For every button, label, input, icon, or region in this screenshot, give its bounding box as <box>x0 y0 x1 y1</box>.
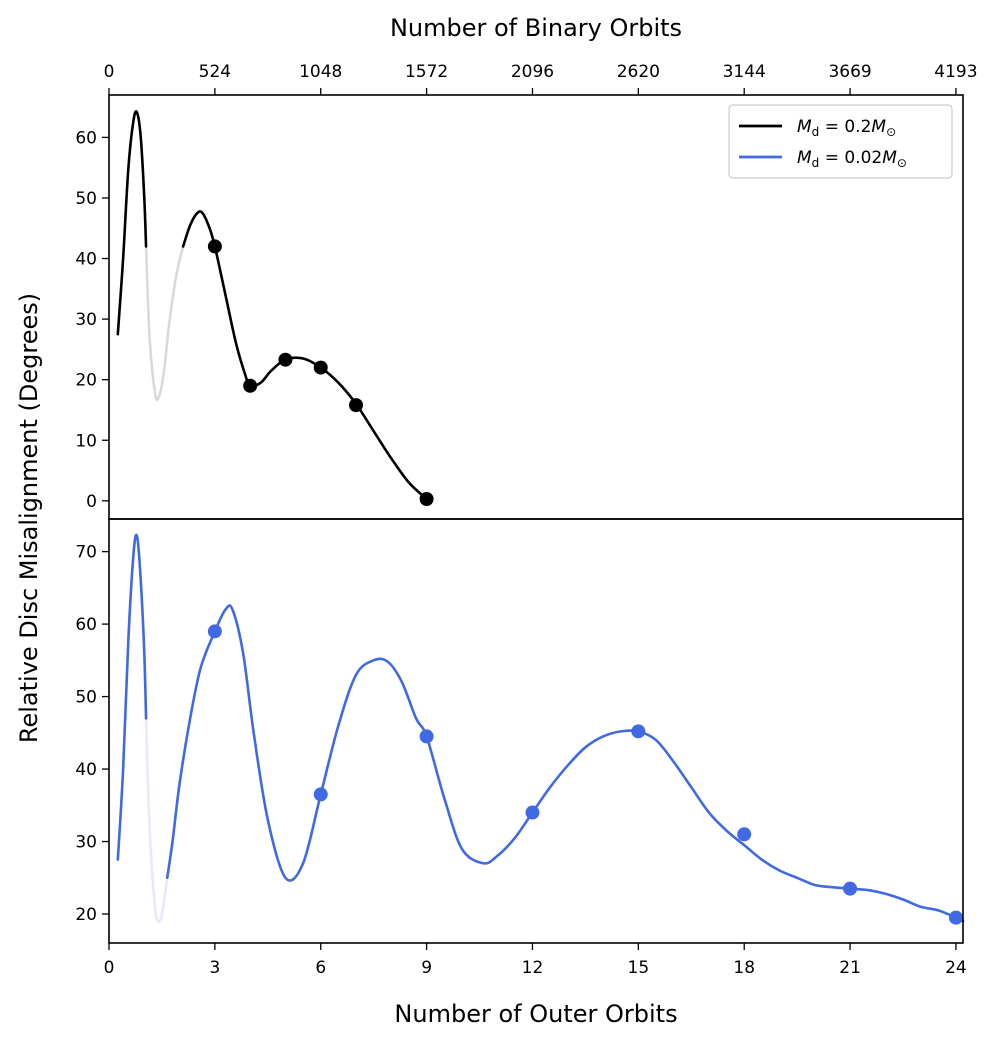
legend: Md = 0.2M⊙ Md = 0.02M⊙ <box>728 104 953 179</box>
bottom-marker <box>525 805 540 820</box>
top-y-tick-label: 60 <box>75 128 97 148</box>
bottom-y-tick-label: 50 <box>75 688 97 708</box>
top-x-axis-title: Number of Binary Orbits <box>390 14 682 42</box>
x-tick-label: 3 <box>209 958 220 978</box>
legend-box <box>728 104 953 179</box>
x-tick-label: 21 <box>839 958 861 978</box>
top-y-tick-label: 30 <box>75 310 97 330</box>
bottom-panel-frame <box>108 518 964 944</box>
top-y-tick-label: 50 <box>75 189 97 209</box>
top-y-tick-label: 0 <box>86 492 97 512</box>
top-series-line-main <box>181 210 428 501</box>
top-x-tick-label: 0 <box>104 62 115 82</box>
x-tick-label: 9 <box>421 958 432 978</box>
x-tick-label: 15 <box>628 958 650 978</box>
bottom-marker <box>207 624 222 639</box>
top-x-tick-label: 1572 <box>405 62 448 82</box>
top-panel: 0 10 20 30 40 50 60 <box>75 110 434 512</box>
top-marker <box>278 352 293 367</box>
bottom-marker <box>843 881 858 896</box>
bottom-marker <box>737 827 752 842</box>
top-marker <box>349 398 364 413</box>
x-tick-label: 6 <box>315 958 326 978</box>
bottom-marker <box>419 729 434 744</box>
bottom-series-line-start <box>116 533 148 861</box>
top-x-tick-label: 3144 <box>723 62 766 82</box>
x-tick-label: 18 <box>733 958 755 978</box>
top-series-line-start <box>116 110 148 336</box>
top-marker <box>207 239 222 254</box>
x-tick-label: 24 <box>945 958 967 978</box>
bottom-marker <box>313 787 328 802</box>
legend-label: Md = 0.2M⊙ <box>797 117 896 139</box>
axes: 0 3 6 9 12 15 18 21 24 0 524 1048 1572 2096 2620 3144 36… <box>104 62 978 978</box>
y-axis-title: Relative Disc Misalignment (Degrees) <box>15 293 43 743</box>
bottom-series-line-faint <box>144 717 169 923</box>
x-tick-label: 12 <box>522 958 544 978</box>
top-x-tick-label: 524 <box>199 62 231 82</box>
bottom-panel: 20 30 40 50 60 70 <box>75 533 965 925</box>
top-y-tick-label: 20 <box>75 371 97 391</box>
bottom-y-tick-label: 60 <box>75 615 97 635</box>
bottom-y-tick-label: 30 <box>75 833 97 853</box>
bottom-marker <box>948 910 963 925</box>
top-x-tick-label: 3669 <box>828 62 871 82</box>
top-y-tick-label: 40 <box>75 250 97 270</box>
top-x-tick-label: 2620 <box>617 62 660 82</box>
bottom-y-tick-label: 70 <box>75 543 97 563</box>
top-marker <box>313 360 328 375</box>
top-x-tick-label: 1048 <box>299 62 342 82</box>
x-axis-title: Number of Outer Orbits <box>394 1000 677 1028</box>
bottom-series-line-main <box>165 604 965 923</box>
top-x-tick-label: 2096 <box>511 62 554 82</box>
top-y-tick-label: 10 <box>75 431 97 451</box>
x-tick-label: 0 <box>104 958 115 978</box>
bottom-y-tick-label: 20 <box>75 905 97 925</box>
top-marker <box>243 378 258 393</box>
top-marker <box>419 492 434 507</box>
top-series-line-faint <box>144 245 185 402</box>
bottom-marker <box>631 724 646 739</box>
top-x-tick-label: 4193 <box>934 62 977 82</box>
legend-label: Md = 0.02M⊙ <box>797 148 907 170</box>
bottom-y-tick-label: 40 <box>75 760 97 780</box>
